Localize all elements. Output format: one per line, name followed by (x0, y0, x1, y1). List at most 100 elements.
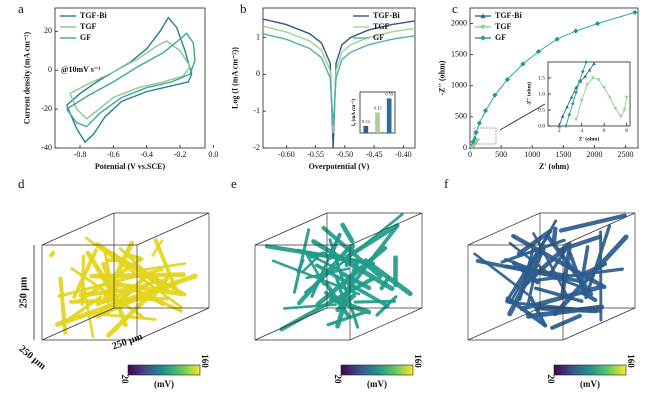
bar (386, 98, 392, 133)
colorbar-tick-label: 160 (200, 354, 210, 368)
x-tick-label: 1500 (555, 150, 571, 159)
fiber (125, 252, 143, 261)
series-marker (565, 105, 569, 109)
series-marker (579, 98, 584, 103)
fiber (508, 241, 558, 281)
y-tick-label: 2000 (451, 18, 467, 27)
panel-label: c (452, 1, 458, 16)
legend-label: TGF (373, 22, 390, 31)
y-tick-label: 0 (48, 65, 52, 74)
x-tick-label: -0.50 (337, 150, 354, 159)
legend-label: TGF-Bi (80, 11, 107, 20)
annotation: @10mV s⁻¹ (61, 65, 101, 74)
fiber (500, 238, 566, 264)
series-marker (592, 61, 596, 66)
series-marker (482, 108, 489, 114)
y-tick-label: 0 (256, 69, 260, 78)
fiber (324, 281, 351, 318)
series-marker (554, 36, 560, 42)
series-marker (585, 82, 590, 87)
fiber (72, 248, 98, 299)
cube-edge (41, 212, 115, 246)
y-tick-label: 1000 (451, 81, 467, 90)
fiber (545, 233, 594, 297)
colorbar-tick-label: 20 (546, 375, 556, 385)
y-tick-label: 1 (256, 32, 260, 41)
fiber (580, 245, 590, 281)
bar (363, 125, 369, 133)
cube-edge (136, 212, 210, 246)
colorbar-tick-label: 20 (333, 375, 343, 385)
legend-marker (480, 24, 486, 30)
colorbar-tick-label: 160 (413, 354, 423, 368)
series-marker (594, 20, 601, 27)
x-tick-label: 1000 (524, 150, 540, 159)
series-marker (570, 101, 575, 106)
series-line (69, 40, 191, 120)
fiber (271, 259, 361, 296)
y-axis-label: Current density (mA cm⁻²) (23, 31, 32, 124)
y-tick-label: 1500 (451, 49, 467, 58)
cube-edge (467, 212, 541, 246)
panel-label: b (240, 1, 247, 16)
x-tick-label: 2 (558, 128, 561, 134)
series-marker (573, 28, 579, 34)
colorbar-unit: (mV) (580, 379, 600, 389)
legend-label: TGF (80, 22, 97, 31)
x-tick-label: 0.0 (208, 150, 218, 159)
panel-label: a (18, 1, 24, 16)
zoom-arrow (499, 103, 546, 131)
series-marker (596, 78, 601, 82)
legend-label: GF (495, 33, 506, 42)
x-tick-label: 0 (468, 150, 472, 159)
fiber (529, 295, 547, 327)
x-tick-label: -0.6 (107, 150, 120, 159)
x-axis-label: Overpotential (V) (309, 162, 370, 171)
fiber (107, 280, 184, 297)
cube-edge (562, 307, 636, 341)
x-tick-label: -0.55 (307, 150, 324, 159)
fiber (340, 222, 355, 244)
x-tick-label: -0.60 (278, 150, 295, 159)
fiber (315, 245, 388, 307)
colorbar (127, 364, 201, 376)
fiber (101, 240, 135, 303)
series-marker (574, 118, 578, 122)
fiber (151, 239, 164, 257)
fiber (473, 252, 530, 296)
cube-edge (562, 212, 636, 246)
fiber (49, 250, 55, 258)
fiber (516, 229, 553, 256)
x-tick-label: -0.8 (74, 150, 87, 159)
colorbar-unit: (mV) (154, 379, 174, 389)
fiber (80, 273, 95, 339)
x-tick-label: -0.2 (174, 150, 187, 159)
y-axis-label: -Z'' (ohm) (526, 82, 533, 106)
series-marker (520, 61, 526, 67)
fiber (506, 300, 602, 313)
series-line (262, 25, 416, 134)
fiber (526, 260, 540, 305)
y-tick-label: 0 (463, 143, 467, 152)
y-tick-label: 1.5 (538, 75, 545, 81)
y-tick-label: -20 (41, 104, 52, 113)
bar-value-label: 0.59 (385, 91, 394, 96)
y-tick-label: -40 (41, 143, 52, 152)
cube-edge (349, 307, 423, 341)
series-marker (607, 95, 612, 99)
x-tick-label: 8 (625, 128, 628, 134)
panel-label: d (18, 176, 25, 191)
series-marker (560, 114, 565, 118)
fiber (533, 286, 584, 303)
y-tick-label: 0.0 (538, 123, 545, 129)
fiber (118, 247, 165, 290)
series-marker (504, 76, 510, 83)
plot-frame (547, 61, 631, 127)
series-marker (492, 92, 498, 98)
legend-label: TGF (495, 22, 512, 31)
legend-marker (480, 35, 486, 41)
series-marker (622, 108, 627, 112)
series-marker (574, 90, 578, 95)
colorbar-tick-label: 20 (120, 375, 130, 385)
